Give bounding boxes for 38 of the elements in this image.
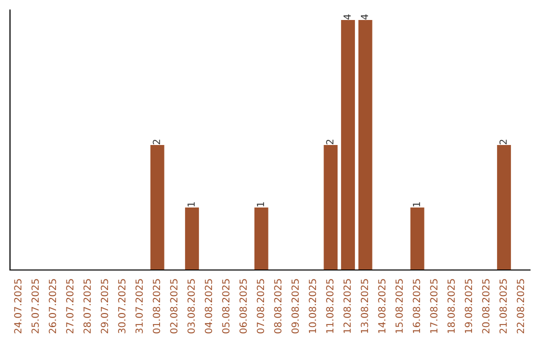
x-tick-label: 14.08.2025 [378, 279, 386, 333]
x-tick-label: 05.08.2025 [222, 279, 230, 334]
data-label: 2 [152, 140, 160, 144]
data-label: 2 [326, 140, 334, 144]
x-tick-label: 01.08.2025 [152, 279, 160, 334]
x-tick-label: 04.08.2025 [204, 279, 212, 334]
x-tick-label: 07.08.2025 [256, 279, 264, 334]
x-tick-label: 03.08.2025 [187, 279, 195, 334]
x-tick-label: 20.08.2025 [482, 279, 490, 334]
x-tick-label: 10.08.2025 [308, 279, 316, 333]
data-label: 1 [188, 202, 195, 206]
x-tick-label: 11.08.2025 [326, 279, 334, 333]
x-tick-label: 09.08.2025 [291, 279, 299, 334]
data-label: 4 [344, 14, 351, 20]
x-tick-label: 17.08.2025 [430, 279, 438, 333]
x-tick-label: 27.07.2025 [66, 279, 74, 334]
x-tick-label: 19.08.2025 [464, 279, 472, 333]
x-tick-label: 16.08.2025 [412, 279, 420, 333]
x-tick-label: 22.08.2025 [516, 279, 524, 334]
x-tick-label: 02.08.2025 [170, 279, 178, 334]
x-tick-label: 24.07.2025 [14, 279, 22, 334]
x-tick-label: 26.07.2025 [48, 279, 56, 334]
x-tick-label: 25.07.2025 [31, 279, 39, 334]
x-tick-label: 08.08.2025 [274, 279, 282, 334]
x-tick-label: 12.08.2025 [343, 279, 351, 333]
x-tick-label: 29.07.2025 [100, 279, 108, 334]
x-tick-label: 13.08.2025 [360, 279, 368, 333]
x-tick-label: 06.08.2025 [239, 279, 247, 334]
data-label: 1 [256, 202, 264, 206]
data-label: 4 [360, 14, 368, 20]
x-tick-label: 30.07.2025 [118, 279, 126, 334]
data-label: 2 [499, 140, 507, 144]
x-tick-label: 21.08.2025 [499, 279, 507, 334]
data-label: 1 [412, 202, 420, 206]
x-tick-label: 31.07.2025 [135, 279, 143, 334]
x-tick-label: 18.08.2025 [447, 279, 455, 333]
x-tick-label: 28.07.2025 [83, 279, 91, 334]
x-tick-label: 15.08.2025 [395, 279, 403, 333]
